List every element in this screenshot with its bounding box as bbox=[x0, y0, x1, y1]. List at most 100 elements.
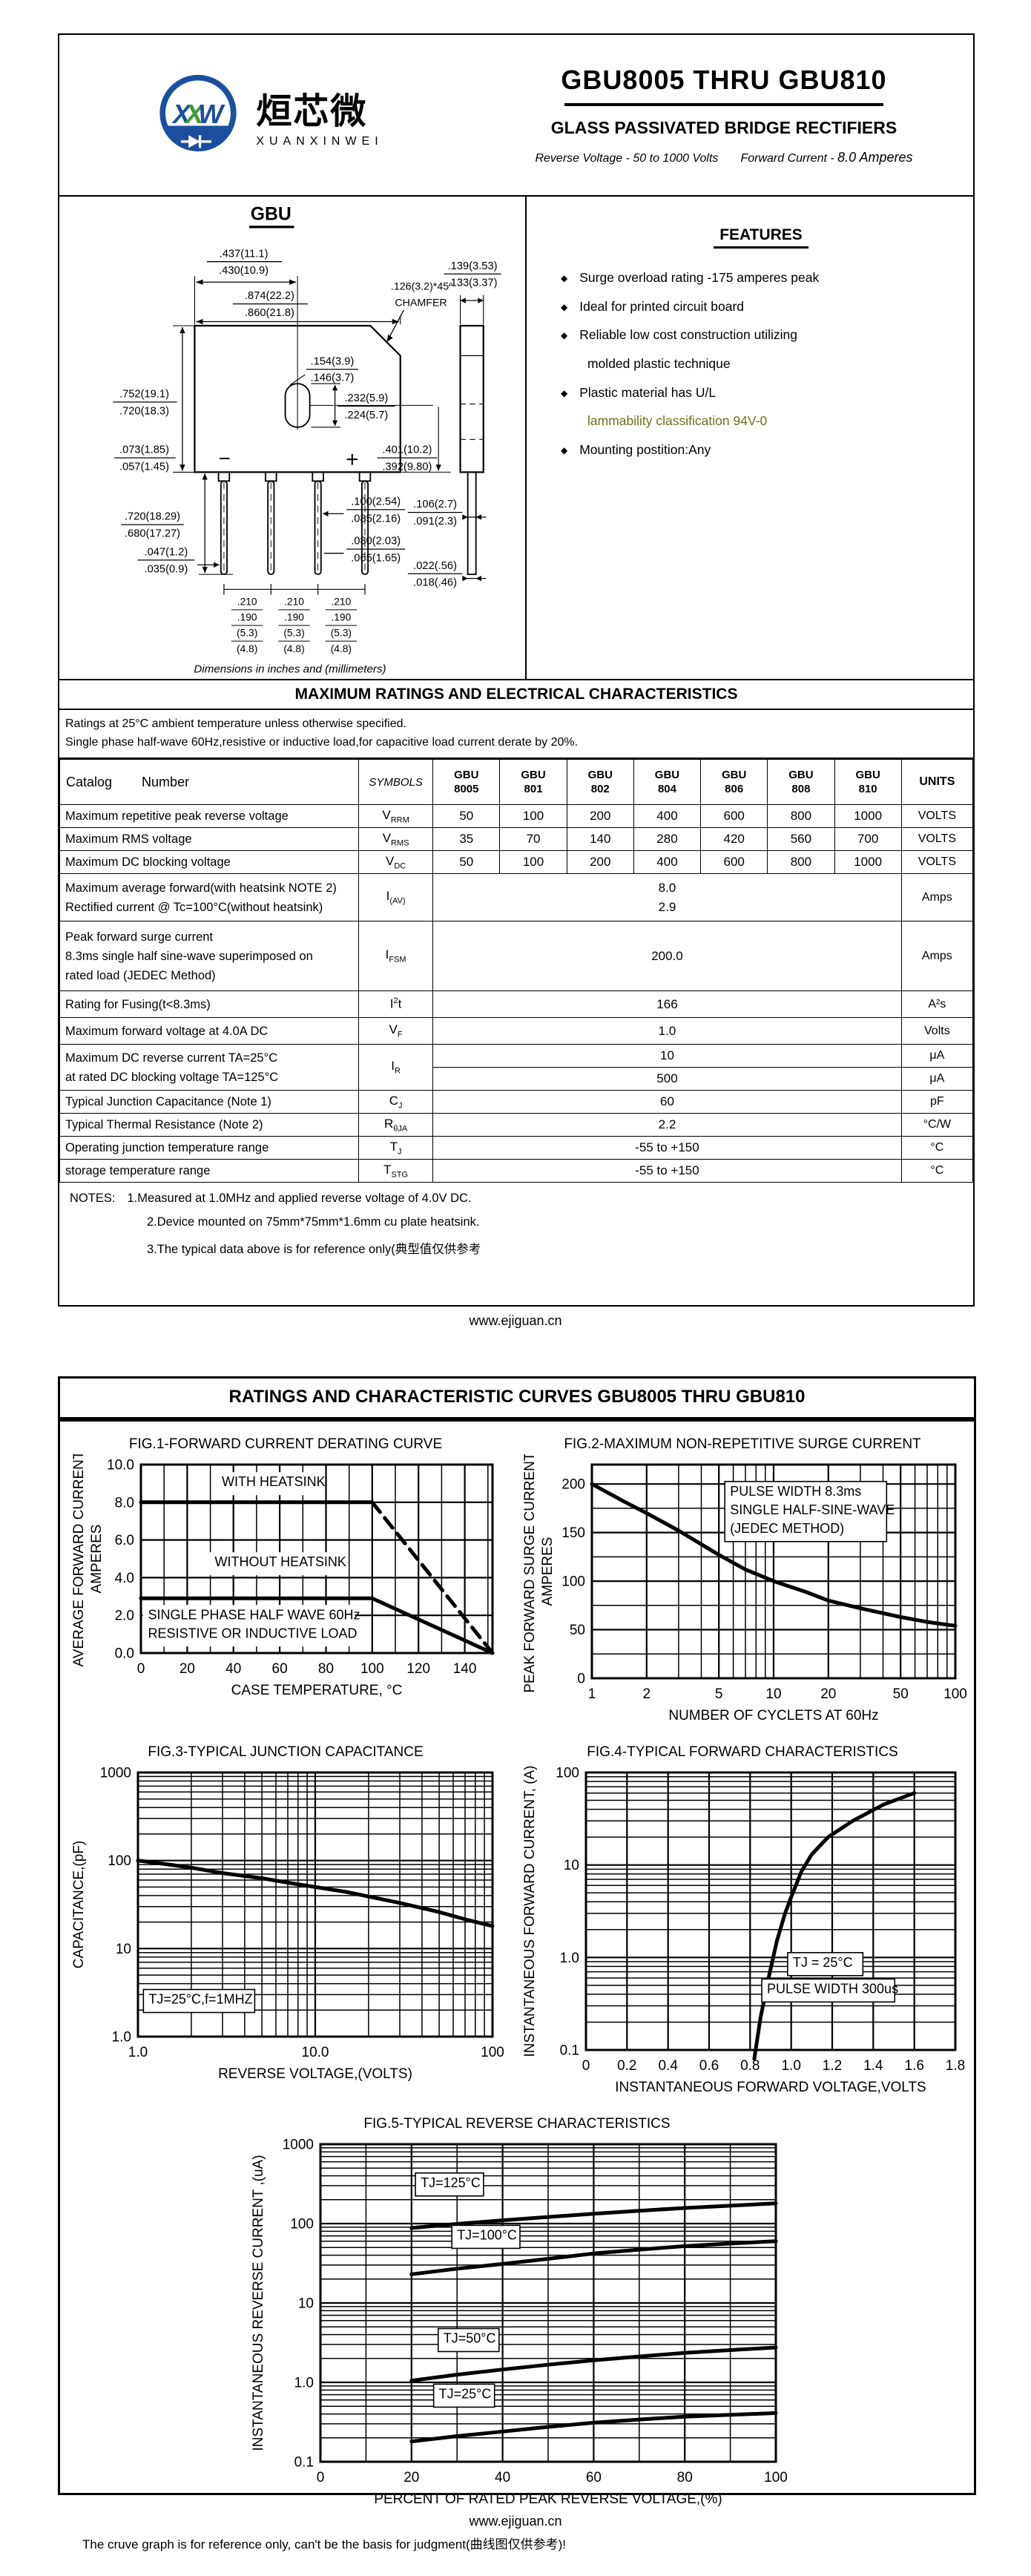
curves-section-heading: RATINGS AND CHARACTERISTIC CURVES GBU800… bbox=[60, 1379, 974, 1422]
ratings-tagline: Reverse Voltage - 50 to 1000 Volts Forwa… bbox=[535, 150, 912, 165]
table-row: Maximum forward voltage at 4.0A DC VF 1.0 V… bbox=[59, 1017, 974, 1045]
table-row: Rating for Fusing(t<8.3ms) I2t 166 A²s bbox=[59, 990, 974, 1018]
svg-text:.210: .210 bbox=[331, 596, 351, 607]
svg-text:.874(22.2): .874(22.2) bbox=[245, 290, 294, 302]
package-body-front bbox=[194, 324, 401, 473]
svg-text:.133(3.37): .133(3.37) bbox=[448, 277, 498, 289]
fig1-forward-current-derating: FIG.1-FORWARD CURRENT DERATING CURVE 0 20… bbox=[67, 1436, 504, 1704]
svg-text:TJ = 25°C: TJ = 25°C bbox=[793, 1955, 853, 1970]
svg-text:5: 5 bbox=[715, 1686, 723, 1702]
ratings-conditions: Ratings at 25°C ambient temperature unle… bbox=[59, 710, 973, 759]
svg-text:0.2: 0.2 bbox=[617, 2058, 636, 2074]
svg-text:0: 0 bbox=[317, 2470, 325, 2485]
svg-text:1.4: 1.4 bbox=[863, 2058, 883, 2074]
minus-marking: − bbox=[219, 447, 231, 470]
fig1-title: FIG.1-FORWARD CURRENT DERATING CURVE bbox=[128, 1436, 443, 1452]
svg-text:.022(.56): .022(.56) bbox=[413, 560, 457, 572]
svg-text:.190: .190 bbox=[284, 612, 304, 623]
svg-text:100: 100 bbox=[360, 1661, 384, 1677]
fig2-surge-current: FIG.2-MAXIMUM NON-REPETITIVE SURGE CURRE… bbox=[518, 1436, 967, 1729]
forward-current-label: Forward Current - bbox=[740, 152, 834, 165]
device-column-header: GBU 802 bbox=[566, 759, 634, 805]
dim-047: .047(1.2) .035(0.9) bbox=[137, 546, 220, 575]
svg-text:0.1: 0.1 bbox=[294, 2455, 314, 2471]
device-column-header: GBU 801 bbox=[499, 759, 567, 805]
dim-752: .752(19.1) .720(18.3) bbox=[113, 325, 195, 473]
table-header-row: Catalog Number SYMBOLS GBU 8005 GBU 801 GBU 802… bbox=[59, 759, 974, 805]
svg-text:1.6: 1.6 bbox=[904, 2058, 923, 2074]
svg-text:100: 100 bbox=[556, 1766, 579, 1781]
note-3: 3.The typical data above is for referenc… bbox=[147, 1243, 481, 1256]
table-row: Maximum RMS voltage VRMS 35 70 140 280 420 560 7… bbox=[59, 827, 974, 851]
dimensions-caption: Dimensions in inches and (millimeters) bbox=[194, 663, 386, 675]
svg-text:150: 150 bbox=[561, 1525, 585, 1541]
svg-text:.210: .210 bbox=[284, 596, 304, 607]
svg-text:1.2: 1.2 bbox=[823, 2058, 842, 2074]
svg-text:1.0: 1.0 bbox=[112, 2030, 131, 2046]
fig3-title: FIG.3-TYPICAL JUNCTION CAPACITANCE bbox=[148, 1744, 424, 1760]
svg-text:0: 0 bbox=[137, 1661, 145, 1677]
note-1: 1.Measured at 1.0MHz and applied reverse… bbox=[127, 1192, 472, 1205]
fig3-chart: 1.0 10.0 100 1.0 10 100 1000 TJ=25°C,f=1MHZ REVE… bbox=[67, 1762, 504, 2088]
dim-022: .022(.56) .018(.46) bbox=[407, 560, 487, 589]
device-column-header: GBU 806 bbox=[700, 759, 768, 805]
svg-text:0.4: 0.4 bbox=[658, 2058, 678, 2074]
svg-text:.146(3.7): .146(3.7) bbox=[311, 372, 355, 384]
svg-text:TJ=25°C,f=1MHZ: TJ=25°C,f=1MHZ bbox=[148, 1992, 252, 2007]
table-row: storage temperature range TSTG -55 to +150… bbox=[59, 1159, 974, 1183]
svg-text:PULSE WIDTH 8.3ms: PULSE WIDTH 8.3ms bbox=[730, 1484, 861, 1499]
svg-text:CASE TEMPERATURE, °C: CASE TEMPERATURE, °C bbox=[231, 1683, 403, 1698]
svg-text:.100(2.54): .100(2.54) bbox=[351, 496, 401, 507]
svg-text:.057(1.45): .057(1.45) bbox=[119, 461, 169, 473]
svg-text:120: 120 bbox=[406, 1661, 430, 1677]
svg-text:140: 140 bbox=[453, 1661, 477, 1677]
svg-text:.190: .190 bbox=[237, 612, 257, 623]
notes-label: NOTES: bbox=[70, 1192, 116, 1205]
svg-text:20: 20 bbox=[403, 2470, 419, 2485]
svg-text:100: 100 bbox=[108, 1853, 131, 1869]
fig3-junction-capacitance: FIG.3-TYPICAL JUNCTION CAPACITANCE 1.0 10… bbox=[67, 1744, 504, 2088]
svg-text:100: 100 bbox=[561, 1574, 585, 1590]
svg-text:.126(3.2)*45°: .126(3.2)*45° bbox=[391, 280, 453, 292]
svg-text:AMPERES: AMPERES bbox=[540, 1537, 556, 1606]
fig4-chart: 0 0.2 0.4 0.6 0.8 1.0 1.2 1.4 1.6 1.8 0.1 1.0 10 100 T… bbox=[518, 1762, 967, 2101]
table-row: Typical Junction Capacitance (Note 1) CJ 6… bbox=[59, 1090, 974, 1114]
svg-text:60: 60 bbox=[586, 2470, 602, 2485]
company-name-en: XUANXINWEI bbox=[256, 135, 383, 148]
svg-text:(5.3): (5.3) bbox=[331, 628, 352, 639]
feature-item: molded plastic technique bbox=[587, 355, 731, 371]
svg-text:0.0: 0.0 bbox=[115, 1646, 134, 1662]
svg-text:1.8: 1.8 bbox=[946, 2058, 965, 2074]
feature-item: ◆ Mounting postition:Any bbox=[561, 441, 961, 459]
reverse-voltage-range: Reverse Voltage - 50 to 1000 Volts bbox=[535, 152, 719, 165]
device-column-header: GBU 810 bbox=[834, 759, 902, 805]
svg-text:1000: 1000 bbox=[100, 1766, 131, 1781]
feature-item: lammability classification 94V-0 bbox=[587, 413, 768, 429]
svg-text:INSTANTANEOUS FORWARD VOLTAGE,: INSTANTANEOUS FORWARD VOLTAGE,VOLTS bbox=[615, 2080, 926, 2095]
dim-080: .080(2.03) .065(1.65) bbox=[323, 536, 406, 565]
svg-text:.073(1.85): .073(1.85) bbox=[119, 444, 169, 456]
svg-text:TJ=50°C: TJ=50°C bbox=[444, 2331, 496, 2346]
svg-text:.224(5.7): .224(5.7) bbox=[344, 410, 388, 421]
svg-text:.430(10.9): .430(10.9) bbox=[219, 265, 269, 277]
svg-text:NUMBER OF CYCLETS AT 60Hz: NUMBER OF CYCLETS AT 60Hz bbox=[668, 1708, 878, 1724]
fig5-chart: 0 20 40 60 80 100 0.1 1.0 10 100 1000 TJ=125°C TJ=10… bbox=[246, 2134, 788, 2513]
svg-text:10.0: 10.0 bbox=[302, 2045, 329, 2060]
svg-text:200: 200 bbox=[561, 1477, 585, 1493]
svg-text:REVERSE VOLTAGE,(VOLTS): REVERSE VOLTAGE,(VOLTS) bbox=[218, 2066, 412, 2082]
svg-text:40: 40 bbox=[495, 2470, 510, 2485]
condition-line-2: Single phase half-wave 60Hz,resistive or… bbox=[65, 736, 579, 749]
dim-401: .401(10.2) .392(9.80) bbox=[377, 407, 451, 473]
package-outline-drawing: GBU .437(11.1) .430(10.9) .874(22.2) .86… bbox=[113, 205, 501, 675]
svg-text:.860(21.8): .860(21.8) bbox=[245, 307, 294, 319]
svg-text:INSTANTANEOUS REVERSE CURRENT: INSTANTANEOUS REVERSE CURRENT ,(uA) bbox=[251, 2155, 266, 2451]
svg-text:.018(.46): .018(.46) bbox=[413, 577, 457, 589]
svg-text:80: 80 bbox=[318, 1661, 334, 1677]
svg-text:(5.3): (5.3) bbox=[283, 628, 304, 639]
svg-text:1.0: 1.0 bbox=[128, 2045, 148, 2060]
diamond-bullet-icon: ◆ bbox=[561, 387, 568, 398]
feature-item: ◆ Surge overload rating -175 amperes peak bbox=[561, 269, 961, 287]
svg-text:40: 40 bbox=[225, 1661, 241, 1677]
table-row: Maximum DC blocking voltage VDC 50 100 200 40… bbox=[59, 850, 974, 874]
